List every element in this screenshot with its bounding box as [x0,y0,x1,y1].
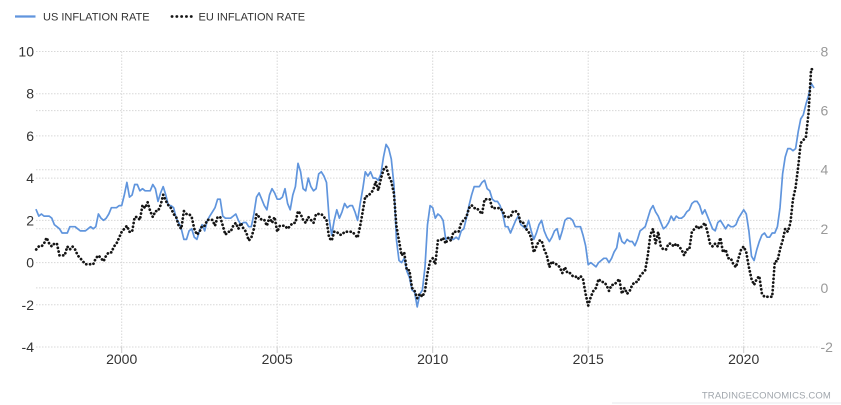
svg-text:-4: -4 [22,339,35,355]
svg-text:4: 4 [821,162,829,178]
svg-text:US INFLATION RATE: US INFLATION RATE [43,12,150,24]
svg-text:6: 6 [26,128,34,144]
svg-text:0: 0 [26,255,34,271]
svg-text:6: 6 [821,103,829,119]
svg-text:8: 8 [26,86,34,102]
svg-text:TRADINGECONOMICS.COM: TRADINGECONOMICS.COM [702,390,831,401]
svg-text:EU INFLATION RATE: EU INFLATION RATE [199,12,306,24]
svg-text:2: 2 [26,212,34,228]
svg-text:8: 8 [821,44,829,60]
svg-text:10: 10 [18,44,34,60]
svg-text:2005: 2005 [262,351,293,367]
svg-text:-2: -2 [821,339,834,355]
svg-text:2020: 2020 [728,351,759,367]
svg-text:2000: 2000 [106,351,137,367]
svg-text:2015: 2015 [573,351,604,367]
svg-text:2: 2 [821,221,829,237]
svg-text:4: 4 [26,170,34,186]
svg-text:-2: -2 [22,297,35,313]
svg-text:0: 0 [821,280,829,296]
svg-text:2010: 2010 [417,351,448,367]
